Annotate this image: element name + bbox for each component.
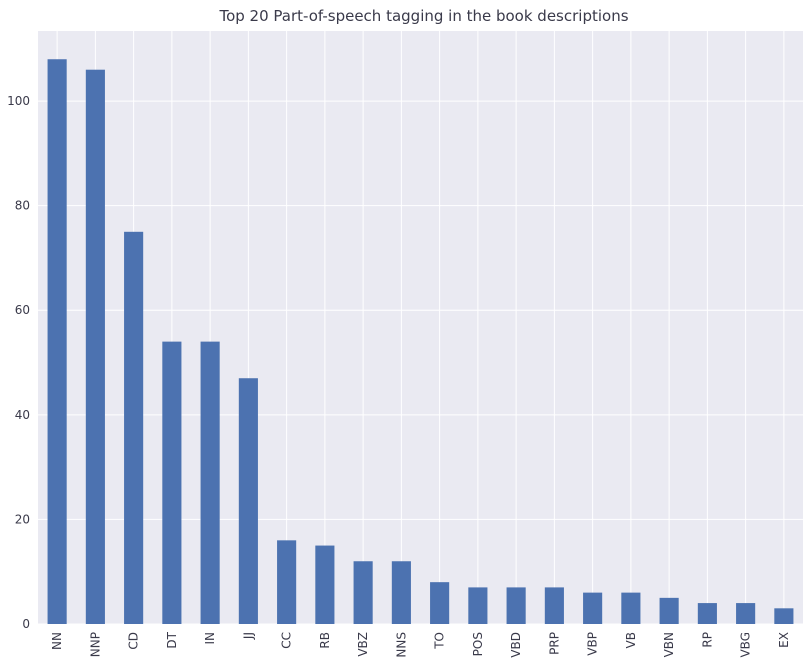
y-tick-label: 80 — [15, 199, 30, 213]
x-tick-label: VBN — [662, 632, 676, 657]
x-tick-label: IN — [203, 632, 217, 645]
bar-nnp — [85, 69, 105, 624]
x-tick-label: CD — [127, 632, 141, 650]
bars — [47, 59, 794, 624]
x-tick-label: VB — [624, 632, 638, 648]
bar-rb — [315, 545, 335, 624]
x-tick-label: EX — [777, 632, 791, 648]
y-axis-ticks: 0 20 40 60 80 100 — [7, 94, 30, 631]
bar-nns — [391, 561, 411, 624]
x-tick-label: TO — [433, 632, 447, 650]
bar-prp — [544, 587, 564, 624]
y-tick-label: 0 — [22, 617, 30, 631]
y-tick-label: 20 — [15, 512, 30, 526]
plot-area — [38, 31, 803, 624]
bar-in — [200, 341, 220, 624]
bar-dt — [162, 341, 182, 624]
x-tick-label: RB — [318, 632, 332, 649]
bar-ex — [774, 608, 794, 624]
bar-jj — [238, 378, 258, 624]
bar-vbn — [659, 597, 679, 624]
x-tick-label: VBG — [739, 632, 753, 658]
bar-vbd — [506, 587, 526, 624]
x-tick-label: VBZ — [356, 632, 370, 657]
x-tick-label: NNS — [394, 632, 408, 658]
x-tick-label: NN — [50, 632, 64, 650]
x-tick-label: DT — [165, 631, 179, 648]
x-tick-label: VBP — [586, 632, 600, 656]
y-tick-label: 60 — [15, 303, 30, 317]
bar-nn — [47, 59, 67, 624]
bar-vbp — [583, 592, 603, 624]
bar-vbz — [353, 561, 373, 624]
chart-title: Top 20 Part-of-speech tagging in the boo… — [218, 7, 628, 25]
bar-vbg — [736, 603, 756, 624]
bar-cc — [277, 540, 297, 624]
x-tick-label: CC — [280, 632, 294, 649]
x-tick-label: NNP — [88, 632, 102, 657]
bar-to — [430, 582, 450, 624]
bar-pos — [468, 587, 488, 624]
x-tick-label: VBD — [509, 632, 523, 658]
bar-rp — [697, 603, 717, 624]
x-tick-label: RP — [700, 632, 714, 648]
bar-cd — [124, 231, 144, 624]
x-tick-label: JJ — [241, 632, 255, 640]
y-tick-label: 40 — [15, 408, 30, 422]
y-tick-label: 100 — [7, 94, 30, 108]
x-axis-ticks: NN NNP CD DT IN JJ CC RB VBZ NNS TO POS VBD PRP VBP VB V… — [50, 631, 791, 657]
grid-lines — [38, 31, 803, 625]
x-tick-label: POS — [471, 632, 485, 656]
bar-vb — [621, 592, 641, 624]
x-tick-label: PRP — [547, 632, 561, 655]
